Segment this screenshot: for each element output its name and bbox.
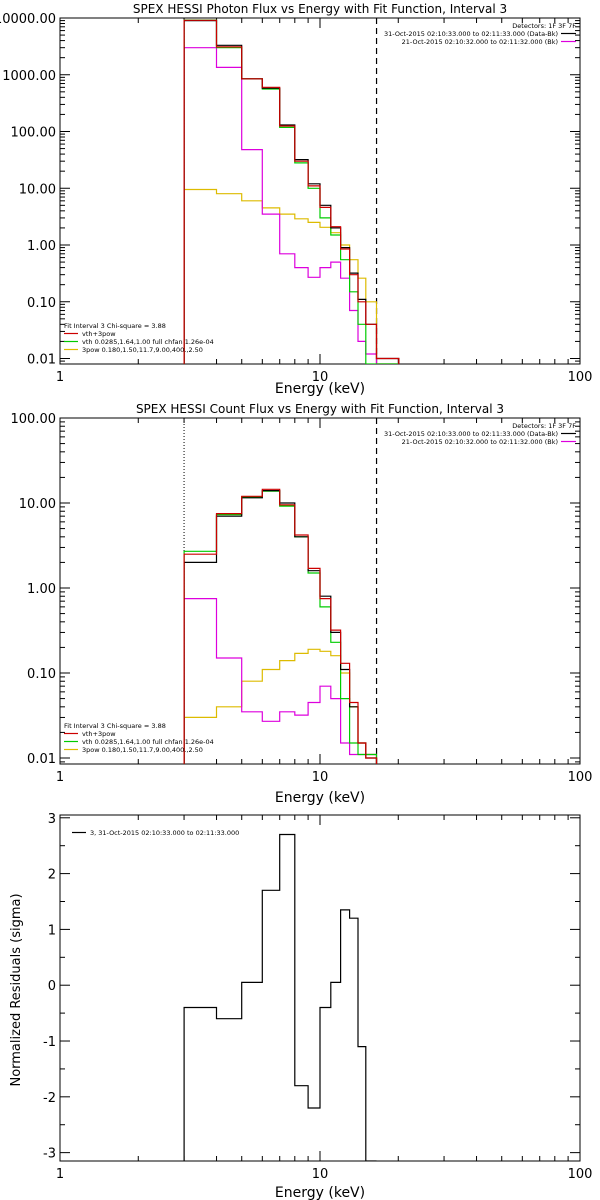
legend-header: Detectors: 1F 3F 7F bbox=[512, 22, 576, 30]
y-tick-label: 0.10 bbox=[27, 296, 56, 311]
legend-entry-label: 3, 31-Oct-2015 02:10:33.000 to 02:11:33.… bbox=[90, 829, 239, 837]
legend-entry-label: vth 0.0285,1.64,1.00 full chfan 1.26e-04 bbox=[82, 738, 214, 746]
x-axis-label: Energy (keV) bbox=[275, 381, 365, 397]
legend-entry-label: vth 0.0285,1.64,1.00 full chfan 1.26e-04 bbox=[82, 338, 214, 346]
series-3pow-line bbox=[183, 648, 378, 764]
x-tick-label: 1 bbox=[56, 370, 64, 385]
series-bk-line bbox=[183, 47, 399, 364]
x-tick-label: 1 bbox=[56, 770, 64, 785]
x-tick-label: 100 bbox=[568, 370, 593, 385]
series-vth-3pow-line bbox=[183, 19, 400, 364]
y-tick-label: 10.00 bbox=[19, 182, 56, 197]
chart-title: SPEX HESSI Count Flux vs Energy with Fit… bbox=[136, 402, 504, 416]
x-tick-label: 10 bbox=[312, 370, 329, 385]
legend-entry-label: vth+3pow bbox=[82, 330, 116, 338]
y-tick-label: 2 bbox=[48, 868, 56, 883]
x-tick-label: 10 bbox=[312, 770, 329, 785]
y-tick-label: 10000.00 bbox=[0, 12, 56, 27]
legend-entry-label: 3pow 0.180,1.50,11.7,9.00,400.,2.50 bbox=[82, 346, 203, 354]
series-vth-line bbox=[183, 490, 378, 764]
legend-entry-label: 31-Oct-2015 02:10:33.000 to 02:11:33.000… bbox=[384, 30, 558, 38]
y-tick-label: -2 bbox=[43, 1091, 56, 1106]
y-tick-label: 0.10 bbox=[27, 667, 56, 682]
y-tick-label: -3 bbox=[43, 1147, 56, 1162]
y-tick-label: 1.00 bbox=[27, 239, 56, 254]
legend-header: Fit Interval 3 Chi-square = 3.88 bbox=[64, 322, 166, 330]
legend-entry-label: 21-Oct-2015 02:10:32.000 to 02:11:32.000… bbox=[402, 438, 558, 446]
plot-frame bbox=[59, 814, 581, 1162]
legend-entry-label: 31-Oct-2015 02:10:33.000 to 02:11:33.000… bbox=[384, 430, 558, 438]
series-data-bk-line bbox=[183, 490, 378, 764]
legend-header: Detectors: 1F 3F 7F bbox=[512, 422, 576, 430]
y-tick-label: 1 bbox=[48, 923, 56, 938]
photon-flux-panel: SPEX HESSI Photon Flux vs Energy with Fi… bbox=[0, 2, 592, 397]
series-vth-3pow-line bbox=[183, 488, 378, 764]
count-flux-panel: SPEX HESSI Count Flux vs Energy with Fit… bbox=[11, 402, 593, 806]
residuals-panel: Energy (keV) Normalized Residuals (sigma… bbox=[9, 812, 592, 1200]
y-tick-label: 1.00 bbox=[27, 582, 56, 597]
y-axis-label: Normalized Residuals (sigma) bbox=[9, 893, 24, 1086]
legend-entry-label: vth+3pow bbox=[82, 730, 116, 738]
x-axis-label: Energy (keV) bbox=[275, 790, 365, 806]
y-tick-label: 10.00 bbox=[19, 497, 56, 512]
x-tick-label: 100 bbox=[568, 770, 593, 785]
x-axis-label: Energy (keV) bbox=[275, 1185, 365, 1200]
legend-entry-label: 3pow 0.180,1.50,11.7,9.00,400.,2.50 bbox=[82, 746, 203, 754]
series-3pow-line bbox=[183, 188, 399, 364]
y-tick-label: 0 bbox=[48, 979, 56, 994]
x-tick-label: 10 bbox=[312, 1167, 329, 1182]
x-tick-label: 100 bbox=[568, 1167, 593, 1182]
chart-title: SPEX HESSI Photon Flux vs Energy with Fi… bbox=[133, 2, 507, 16]
y-tick-label: 0.01 bbox=[27, 353, 56, 368]
y-tick-label: -1 bbox=[43, 1035, 56, 1050]
series-residuals-line bbox=[183, 833, 377, 1161]
legend-header: Fit Interval 3 Chi-square = 3.88 bbox=[64, 722, 166, 730]
series-bk-line bbox=[183, 598, 378, 764]
y-tick-label: 1000.00 bbox=[2, 69, 56, 84]
y-tick-label: 100.00 bbox=[11, 412, 57, 427]
y-tick-label: 3 bbox=[48, 812, 56, 827]
legend-entry-label: 21-Oct-2015 02:10:32.000 to 02:11:32.000… bbox=[402, 38, 558, 46]
y-tick-label: 100.00 bbox=[11, 126, 57, 141]
y-tick-label: 0.01 bbox=[27, 752, 56, 767]
x-tick-label: 1 bbox=[56, 1167, 64, 1182]
